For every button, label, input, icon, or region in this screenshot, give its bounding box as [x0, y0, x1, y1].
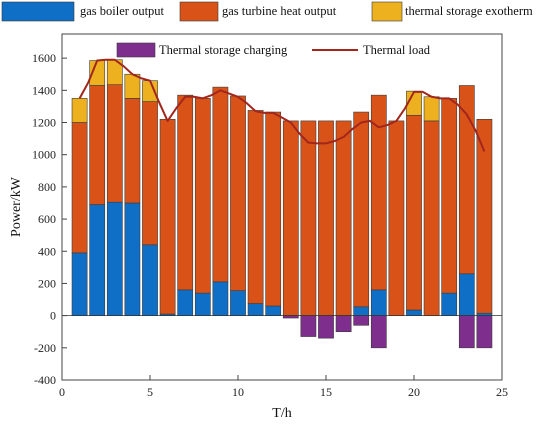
bar-gas-boiler-output-t17: [353, 306, 370, 316]
bar-gas-boiler-output-t22: [441, 292, 458, 316]
legend-swatch-gas-boiler-output: [1, 1, 75, 22]
bar-thermal-storage-charging-t23: [458, 315, 475, 349]
y-tick-label-1000: 1000: [32, 148, 56, 162]
y-axis-title: Power/kW: [9, 176, 24, 237]
legend-label-thermal-storage-charging: Thermal storage charging: [159, 43, 288, 57]
legend-swatch-thermal-storage-charging: [116, 42, 156, 58]
bar-gas-boiler-output-t8: [194, 292, 211, 316]
y-tick-label-200: 200: [38, 276, 56, 290]
bar-gas-turbine-heat-output-t1: [71, 122, 88, 254]
y-tick-label-1600: 1600: [32, 51, 56, 65]
x-tick-label-5: 5: [147, 385, 153, 399]
bar-gas-turbine-heat-output-t16: [335, 120, 352, 316]
bar-gas-turbine-heat-output-t23: [458, 85, 475, 275]
legend-label-gas-boiler-output: gas boiler output: [80, 4, 165, 18]
bar-gas-turbine-heat-output-t7: [177, 94, 194, 291]
bar-gas-turbine-heat-output-t11: [247, 110, 264, 304]
x-tick-label-0: 0: [59, 385, 65, 399]
bar-gas-turbine-heat-output-t6: [159, 118, 176, 315]
bar-gas-turbine-heat-output-t5: [142, 101, 158, 246]
bar-gas-boiler-output-t1: [71, 252, 88, 316]
bar-thermal-storage-charging-t24: [476, 315, 493, 349]
bar-gas-boiler-output-t7: [177, 289, 194, 316]
bar-gas-boiler-output-t5: [142, 244, 158, 316]
x-axis-title: T/h: [272, 406, 291, 421]
bar-thermal-storage-exotherm-t1: [71, 98, 88, 123]
bar-thermal-storage-exotherm-t21: [423, 96, 440, 122]
bar-gas-turbine-heat-output-t9: [212, 86, 229, 283]
bar-gas-turbine-heat-output-t14: [300, 120, 317, 316]
bar-gas-boiler-output-t18: [370, 289, 387, 316]
bar-gas-boiler-output-t2: [89, 204, 106, 316]
bar-gas-turbine-heat-output-t17: [353, 111, 370, 308]
bar-thermal-storage-charging-t17: [353, 315, 370, 326]
y-tick-label-600: 600: [38, 212, 56, 226]
plot-frame: [61, 33, 503, 381]
x-tick-label-20: 20: [408, 385, 420, 399]
y-tick-label-1200: 1200: [32, 116, 56, 130]
legend-swatch-thermal-storage-exotherm: [371, 1, 403, 22]
y-tick-label-400: 400: [38, 244, 56, 258]
bar-gas-turbine-heat-output-t13: [282, 120, 299, 316]
x-tick-label-25: 25: [496, 385, 508, 399]
bar-gas-boiler-output-t12: [265, 305, 282, 316]
x-tick-label-10: 10: [232, 385, 244, 399]
bar-gas-boiler-output-t9: [212, 281, 229, 316]
bar-gas-boiler-output-t11: [247, 303, 264, 316]
legend-label-gas-turbine-heat-output: gas turbine heat output: [222, 4, 337, 18]
line-thermal-load: [78, 58, 486, 152]
y-tick-label-0: 0: [50, 309, 56, 323]
y-tick-label-1400: 1400: [32, 83, 56, 97]
bar-gas-turbine-heat-output-t18: [370, 94, 387, 291]
y-tick-label-800: 800: [38, 180, 56, 194]
bar-gas-boiler-output-t20: [406, 309, 422, 316]
bar-thermal-storage-charging-t18: [370, 315, 387, 349]
bar-gas-turbine-heat-output-t20: [406, 114, 422, 311]
bar-thermal-storage-exotherm-t4: [124, 73, 141, 99]
bar-gas-turbine-heat-output-t4: [124, 98, 141, 204]
bar-thermal-storage-charging-t14: [300, 315, 317, 337]
bar-gas-boiler-output-t23: [458, 273, 475, 316]
legend: gas boiler output gas turbine heat output…: [1, 1, 533, 58]
y-tick-label--200: -200: [34, 341, 56, 355]
line-layer: [78, 58, 486, 152]
axes-layer: 0 5 10 15 20 25 -400 -200 0 200 400 600 800 1000 1200 1…: [32, 51, 508, 399]
legend-label-thermal-storage-exotherm: thermal storage exotherm: [405, 4, 533, 18]
bar-gas-turbine-heat-output-t19: [388, 120, 405, 316]
y-tick-label--400: -400: [34, 373, 56, 387]
bar-gas-turbine-heat-output-t12: [265, 111, 282, 307]
bar-gas-turbine-heat-output-t8: [194, 98, 211, 294]
bar-gas-turbine-heat-output-t24: [476, 118, 493, 314]
legend-label-thermal-load: Thermal load: [363, 43, 431, 57]
bar-gas-turbine-heat-output-t2: [89, 85, 106, 205]
bar-gas-boiler-output-t10: [230, 290, 246, 316]
bar-gas-turbine-heat-output-t15: [318, 120, 334, 316]
bar-gas-turbine-heat-output-t21: [423, 120, 440, 316]
bar-gas-turbine-heat-output-t3: [106, 84, 123, 203]
bar-gas-turbine-heat-output-t22: [441, 98, 458, 294]
bar-gas-boiler-output-t4: [124, 202, 141, 316]
bars-layer: [71, 59, 493, 349]
bar-gas-turbine-heat-output-t10: [230, 95, 246, 291]
bar-gas-boiler-output-t3: [106, 201, 123, 316]
legend-swatch-gas-turbine-heat-output: [179, 1, 219, 22]
bar-thermal-storage-charging-t15: [318, 315, 334, 339]
bar-thermal-storage-charging-t16: [335, 315, 352, 333]
x-tick-label-15: 15: [320, 385, 332, 399]
